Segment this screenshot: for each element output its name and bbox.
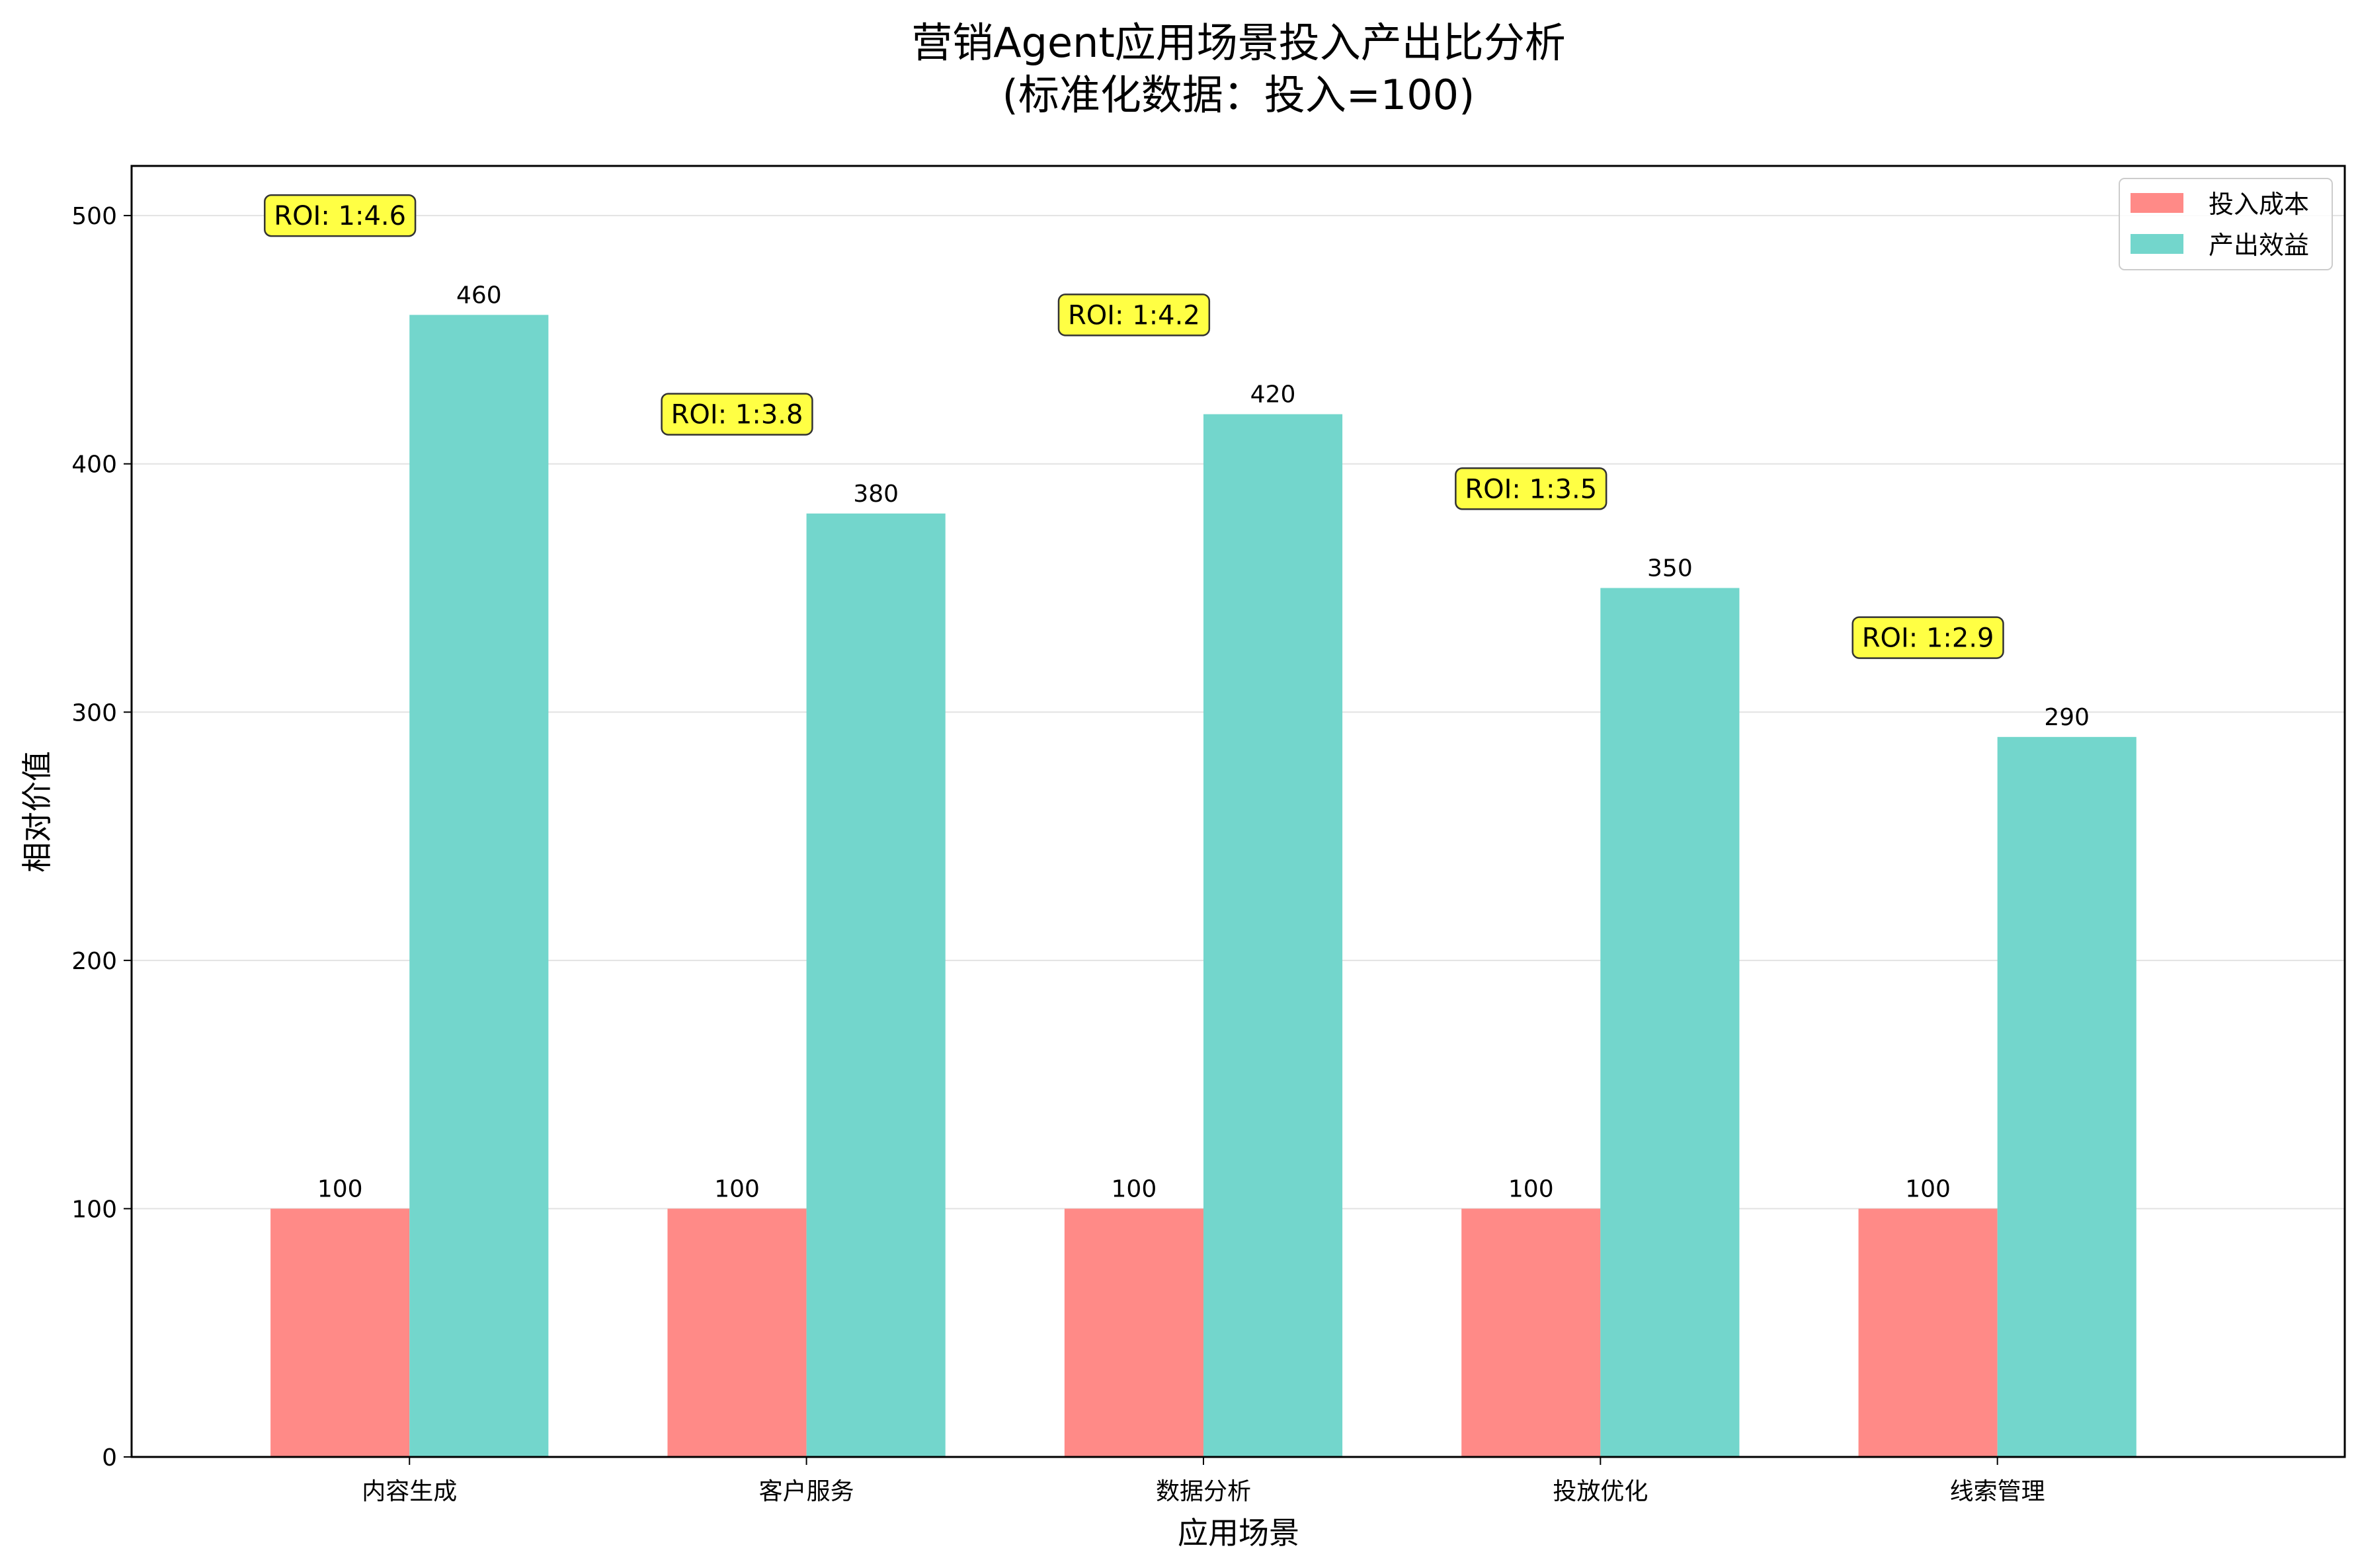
data-label-output-benefit: 460 xyxy=(456,282,502,309)
roi-annotation-text: ROI: 1:4.2 xyxy=(1068,300,1200,331)
bar-input-cost xyxy=(667,1208,807,1457)
legend-swatch-input-cost xyxy=(2131,193,2183,213)
bar-input-cost xyxy=(1858,1208,1998,1457)
bars-layer xyxy=(270,315,2136,1458)
data-label-input-cost: 100 xyxy=(1905,1175,1951,1202)
chart-subtitle: (标准化数据：投入=100) xyxy=(1002,71,1475,119)
roi-annotation-text: ROI: 1:2.9 xyxy=(1862,623,1994,654)
roi-annotation-text: ROI: 1:3.5 xyxy=(1465,474,1597,504)
plot-frame xyxy=(130,165,2346,1458)
data-labels-layer: 100 460 100 380 100 420 100 350 100 290 xyxy=(317,282,2090,1202)
x-axis-label: 应用场景 xyxy=(1178,1515,1299,1551)
data-label-output-benefit: 380 xyxy=(853,481,899,508)
roi-annotation-box xyxy=(1851,616,2004,659)
legend: 投入成本 产出效益 xyxy=(2119,178,2333,270)
y-axis-label: 相对价值 xyxy=(19,751,55,873)
roi-annotation-layer: ROI: 1:4.6 ROI: 1:3.8 ROI: 1:4.2 ROI: 1:3.5… xyxy=(264,194,2004,659)
data-label-output-benefit: 350 xyxy=(1647,555,1693,582)
roi-annotation-text: ROI: 1:4.6 xyxy=(274,201,406,231)
y-tick-label: 0 xyxy=(102,1444,117,1471)
data-label-output-benefit: 290 xyxy=(2044,704,2090,731)
data-label-input-cost: 100 xyxy=(1112,1175,1157,1202)
bar-input-cost xyxy=(270,1208,410,1457)
data-label-output-benefit: 420 xyxy=(1250,381,1296,409)
data-label-input-cost: 100 xyxy=(1508,1175,1554,1202)
legend-label-input-cost: 投入成本 xyxy=(2209,190,2309,219)
y-tick-label: 500 xyxy=(71,203,117,230)
bar-output-benefit xyxy=(409,315,549,1457)
roi-annotation-box xyxy=(661,393,813,436)
x-tick-label: 线索管理 xyxy=(1950,1478,2045,1505)
x-tick-label: 客户服务 xyxy=(759,1478,854,1505)
data-label-input-cost: 100 xyxy=(714,1175,760,1202)
roi-annotation-box xyxy=(264,194,417,237)
legend-label-output-benefit: 产出效益 xyxy=(2209,231,2309,260)
roi-annotation-box xyxy=(1455,467,1607,510)
legend-swatch-output-benefit xyxy=(2131,234,2183,254)
x-tick-label: 数据分析 xyxy=(1156,1478,1251,1505)
x-tick-label: 内容生成 xyxy=(362,1478,457,1505)
bar-input-cost xyxy=(1461,1208,1601,1457)
bar-output-benefit xyxy=(1600,588,1740,1458)
y-tick-label: 300 xyxy=(71,699,117,726)
bar-output-benefit xyxy=(1203,414,1343,1457)
y-tick-label: 200 xyxy=(71,948,117,975)
bar-input-cost xyxy=(1064,1208,1203,1457)
bar-output-benefit xyxy=(806,513,946,1458)
bar-output-benefit xyxy=(1997,736,2136,1457)
roi-annotation-box xyxy=(1057,294,1211,336)
axis-layer: 0 100 200 300 400 500 内容生成 客户服务 数据分析 投放优化 线索管理 xyxy=(71,203,2045,1505)
chart-title: 营销Agent应用场景投入产出比分析 xyxy=(911,19,1566,67)
x-tick-label: 投放优化 xyxy=(1553,1478,1648,1505)
y-tick-label: 400 xyxy=(71,451,117,479)
roi-annotation-text: ROI: 1:3.8 xyxy=(671,400,803,430)
y-tick-label: 100 xyxy=(71,1196,117,1223)
data-label-input-cost: 100 xyxy=(317,1175,363,1202)
